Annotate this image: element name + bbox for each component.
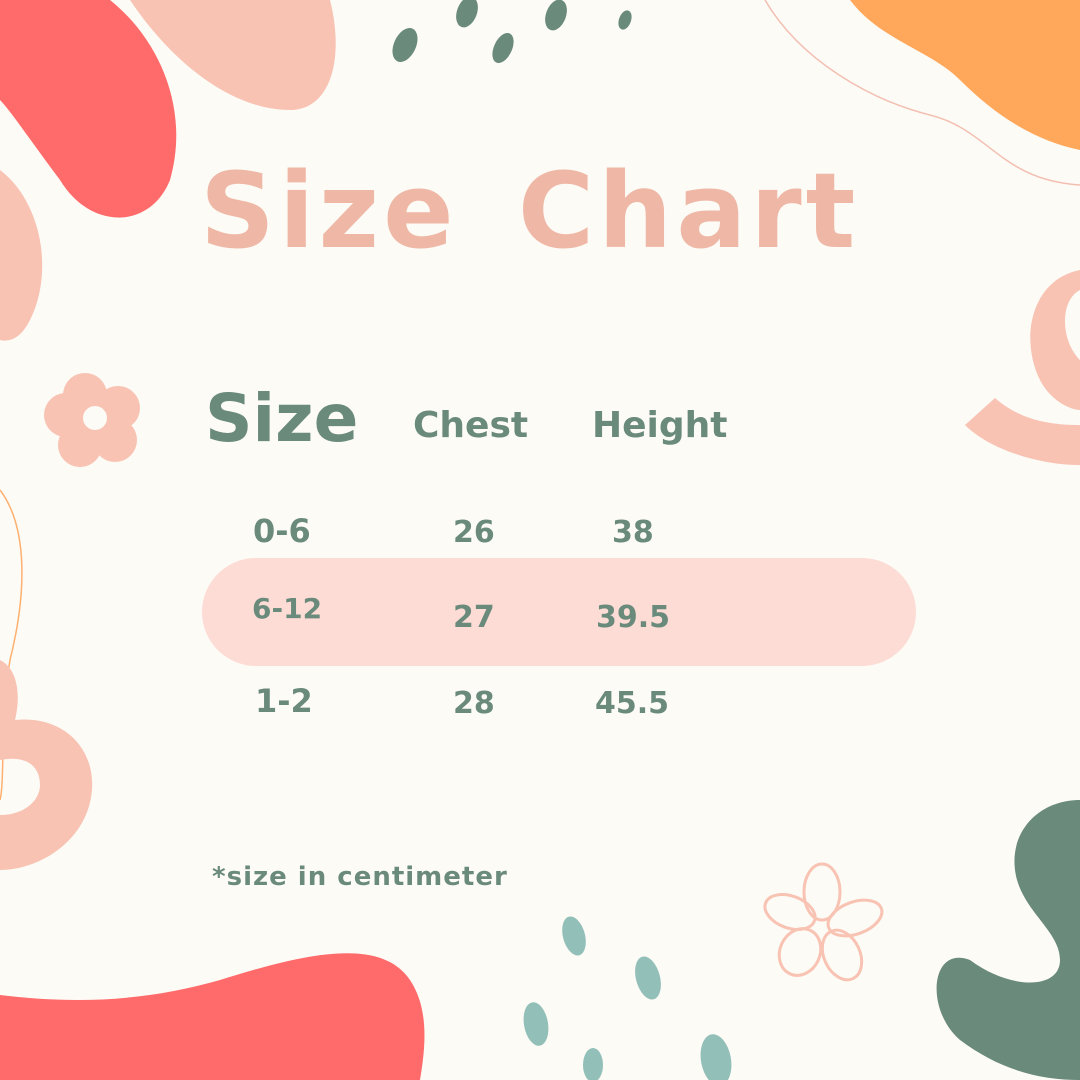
flower-icon xyxy=(44,373,140,467)
peach-loop xyxy=(0,660,93,870)
peach-curl xyxy=(965,270,1080,465)
cell-height: 38 xyxy=(612,515,654,550)
header-size: Size xyxy=(205,380,359,457)
peach-blob xyxy=(130,0,336,110)
teal-dots xyxy=(523,916,732,1080)
page-title: Size Chart xyxy=(200,150,860,272)
cell-chest: 28 xyxy=(453,686,495,721)
highlighted-row-band xyxy=(202,558,916,666)
peach-petal xyxy=(0,170,43,341)
cell-size: 6-12 xyxy=(252,592,323,625)
header-chest: Chest xyxy=(413,405,529,446)
cell-size: 0-6 xyxy=(253,512,311,550)
coral-blob xyxy=(0,953,425,1080)
cell-chest: 26 xyxy=(453,515,495,550)
header-height: Height xyxy=(592,405,728,446)
cell-height: 39.5 xyxy=(596,600,671,635)
cell-height: 45.5 xyxy=(595,686,670,721)
footnote: *size in centimeter xyxy=(212,862,508,892)
cell-chest: 27 xyxy=(453,600,495,635)
outline-flower-icon xyxy=(763,862,884,982)
orange-blob xyxy=(850,0,1080,150)
cell-size: 1-2 xyxy=(255,682,313,720)
coral-petal xyxy=(0,0,177,218)
green-blob xyxy=(936,800,1080,1080)
green-dots xyxy=(392,0,632,63)
